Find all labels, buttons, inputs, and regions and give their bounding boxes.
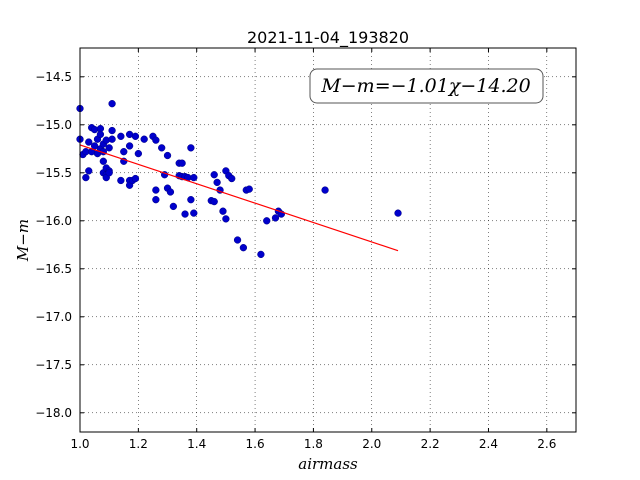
data-point: [263, 217, 271, 225]
data-point: [245, 185, 253, 193]
y-tick-label: −17.5: [35, 358, 72, 372]
x-tick-label: 1.6: [246, 437, 265, 451]
x-tick-label: 2.6: [537, 437, 556, 451]
data-point: [219, 207, 227, 215]
data-point: [85, 138, 93, 146]
x-tick-label: 1.2: [129, 437, 148, 451]
data-point: [190, 173, 198, 182]
plot-frame: [79, 47, 577, 433]
y-tick-label: −17.0: [35, 310, 72, 324]
x-tick-label: 2.2: [421, 437, 440, 451]
data-point: [105, 169, 113, 177]
data-point: [134, 149, 143, 158]
y-tick-label: −15.0: [35, 118, 72, 132]
data-point: [271, 214, 280, 222]
data-point: [163, 151, 172, 160]
x-tick-label: 1.4: [187, 437, 206, 451]
fit-line-group: [79, 144, 399, 252]
data-point: [140, 135, 148, 143]
data-point: [239, 244, 248, 252]
y-tick-label: −16.0: [35, 214, 72, 228]
data-point: [166, 188, 175, 196]
data-point: [85, 167, 93, 175]
data-point: [152, 186, 160, 194]
data-point: [108, 126, 116, 135]
plot-area: [80, 48, 576, 432]
data-point: [210, 171, 218, 179]
data-point: [152, 196, 160, 204]
data-point: [181, 210, 189, 218]
x-axis-label: airmass: [298, 455, 358, 473]
axis-ticks: 1.0 1.2 1.4 1.6 1.8 2.0 2.2 2.4 2.6 −14.5 −15.0 −15…: [35, 48, 576, 451]
data-point: [108, 100, 116, 108]
y-tick-label: −16.5: [35, 262, 72, 276]
data-point: [96, 130, 105, 139]
data-point: [99, 157, 107, 165]
data-point: [190, 209, 198, 217]
data-point: [152, 136, 160, 144]
x-tick-label: 2.0: [362, 437, 381, 451]
data-point: [187, 144, 195, 152]
data-point: [187, 196, 195, 204]
data-point: [82, 173, 90, 182]
y-tick-label: −15.5: [35, 166, 72, 180]
data-point: [233, 236, 242, 244]
data-point: [321, 186, 329, 194]
y-tick-label: −14.5: [35, 70, 72, 84]
data-point: [158, 144, 166, 152]
data-point: [394, 209, 402, 217]
data-point: [117, 176, 125, 185]
data-point: [169, 202, 178, 211]
data-point: [117, 132, 125, 140]
x-tick-label: 1.0: [70, 437, 89, 451]
chart-title: 2021-11-04_193820: [247, 28, 409, 48]
data-point: [178, 159, 186, 167]
x-tick-label: 2.4: [479, 437, 498, 451]
y-axis-label: M−m: [14, 219, 32, 262]
fit-equation-box: M−m=−1.01χ−14.20: [309, 68, 544, 104]
data-point: [210, 197, 218, 206]
data-point: [213, 178, 221, 187]
fit-line: [79, 144, 399, 252]
data-point: [125, 142, 134, 150]
data-point: [108, 135, 116, 143]
grid: [79, 48, 576, 432]
data-point: [257, 250, 265, 259]
data-point: [131, 174, 140, 183]
x-tick-label: 1.8: [304, 437, 323, 451]
data-point: [131, 132, 140, 140]
data-point: [222, 215, 230, 223]
data-point: [228, 174, 236, 183]
y-tick-label: −18.0: [35, 406, 72, 420]
data-point: [105, 144, 113, 152]
data-point: [120, 148, 128, 156]
fit-equation: M−m=−1.01χ−14.20: [320, 75, 530, 97]
